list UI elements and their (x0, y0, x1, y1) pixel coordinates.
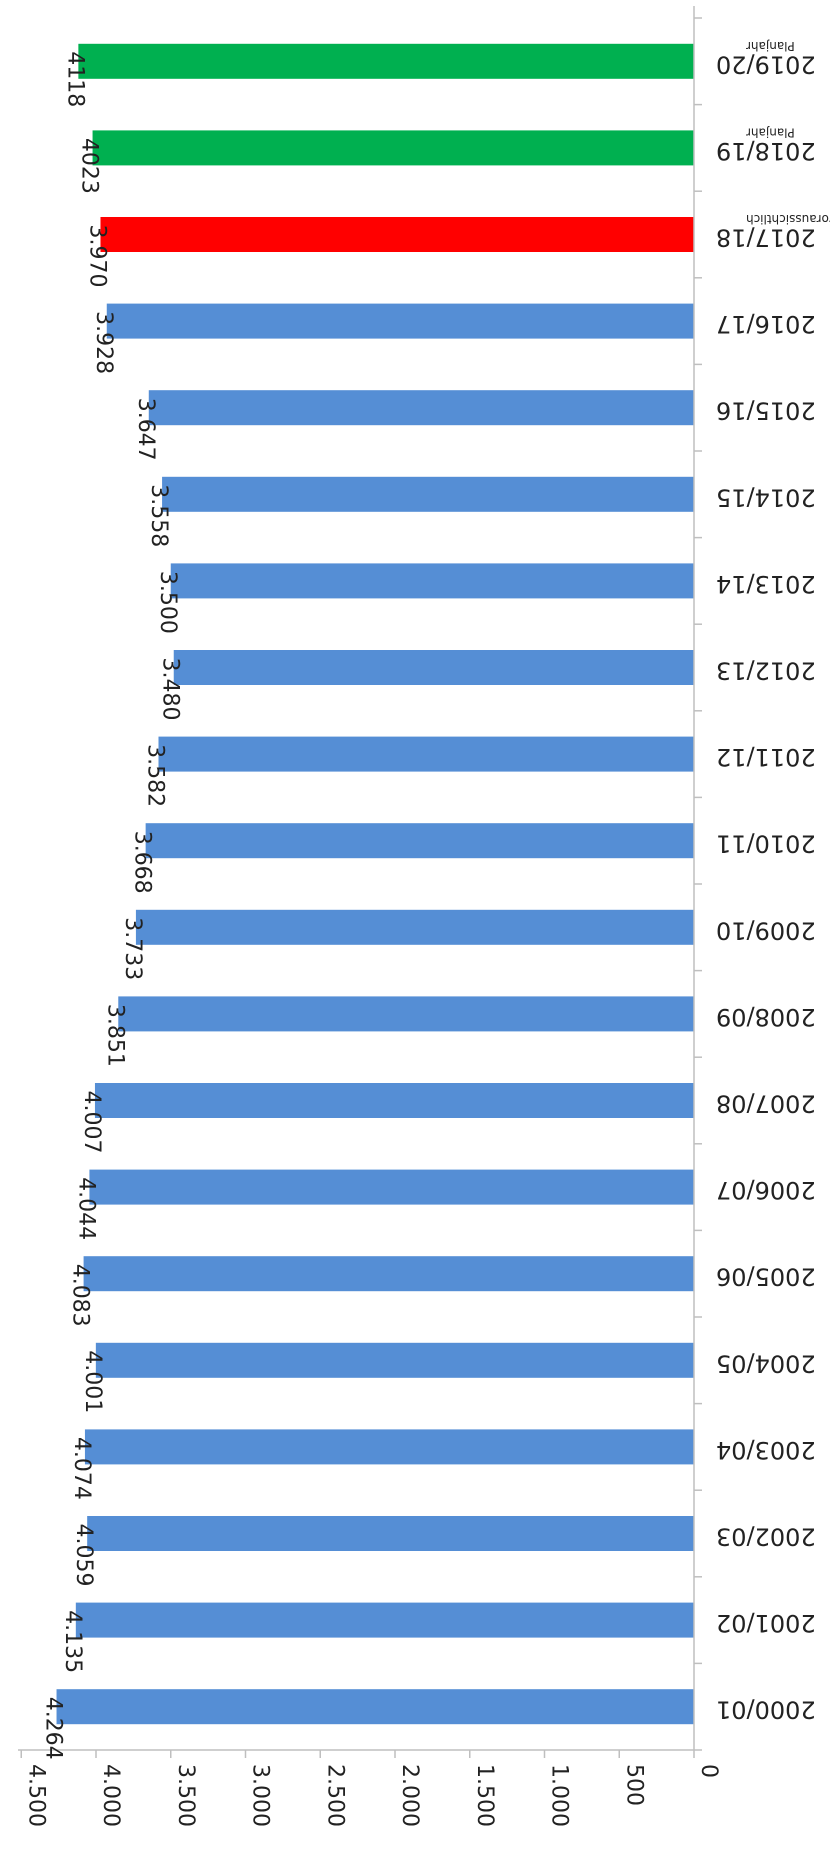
value-tick-label: 2.000 (397, 1764, 422, 1827)
data-label: 3.480 (158, 658, 183, 721)
bar-2004-05 (95, 1342, 694, 1378)
bars-group (56, 43, 695, 1725)
data-label: 4023 (77, 138, 102, 194)
tick-labels-group: 0 500 1.000 1.500 2.000 2.500 3.000 3.500 4.000 4… (23, 1764, 721, 1827)
data-label: 3.647 (133, 398, 158, 461)
value-tick-label: 3.500 (173, 1764, 198, 1827)
category-note: Planjahr (746, 125, 795, 139)
value-tick-label: 500 (621, 1764, 646, 1806)
value-tick-label: 3.000 (248, 1764, 273, 1827)
bar-2015-16 (148, 390, 694, 426)
category-label: 2004/05 (716, 1349, 816, 1377)
data-label: 4.074 (69, 1437, 94, 1500)
category-label: 2007/08 (716, 1090, 816, 1118)
bar-2002-03 (87, 1516, 694, 1551)
category-label: 2019/20 (716, 50, 816, 78)
bar-2017-18 (100, 217, 695, 252)
data-label: 3.733 (120, 917, 145, 980)
bar-2007-08 (94, 1083, 695, 1118)
category-label: 2006/07 (716, 1176, 816, 1204)
data-label: 3.500 (155, 571, 180, 634)
category-label: 2001/02 (716, 1609, 816, 1637)
category-label: 2009/10 (716, 916, 816, 944)
value-tick-label: 4.000 (98, 1764, 123, 1827)
data-label: 4.059 (71, 1524, 96, 1587)
bar-2009-10 (135, 909, 694, 945)
category-label: 2018/19 (716, 137, 816, 165)
bar-2003-04 (84, 1429, 694, 1465)
category-label: 2000/01 (716, 1696, 816, 1724)
bar-2014-15 (162, 476, 695, 512)
value-tick-label: 2.500 (322, 1764, 347, 1827)
data-label: 4.264 (41, 1697, 66, 1760)
category-note: voraussichtlich (746, 212, 830, 226)
bar-2000-01 (56, 1689, 695, 1725)
category-label: 2016/17 (716, 310, 816, 338)
category-label: 2013/14 (716, 570, 816, 598)
data-label: 4.044 (73, 1177, 98, 1240)
value-tick-label: 1.000 (547, 1764, 572, 1827)
category-label: 2012/13 (716, 657, 816, 685)
category-label: 2005/06 (716, 1263, 816, 1291)
category-label: 2010/11 (716, 830, 816, 858)
category-label: 2003/04 (716, 1436, 816, 1464)
bar-2006-07 (89, 1169, 694, 1205)
data-label: 3.970 (84, 225, 109, 288)
bar-2005-06 (83, 1256, 695, 1292)
bar-2016-17 (106, 303, 695, 339)
data-label: 4.083 (68, 1264, 93, 1327)
data-label: 4.001 (80, 1350, 105, 1413)
bar-2011-12 (158, 736, 695, 772)
category-label: 2002/03 (716, 1523, 816, 1551)
category-labels-group: 2000/01 2001/02 2002/03 2003/04 2004/05 2005/… (716, 39, 830, 1724)
data-label: 3.582 (142, 744, 167, 807)
axis-group (18, 6, 702, 1758)
data-label: 4.007 (79, 1091, 104, 1154)
bar-2019-20 (78, 43, 694, 79)
category-label: 2017/18 (716, 224, 816, 252)
value-tick-label: 1.500 (472, 1764, 497, 1827)
bar-2008-09 (118, 996, 694, 1032)
category-label: 2008/09 (716, 1003, 816, 1031)
bar-2013-14 (170, 563, 694, 599)
bar-2001-02 (75, 1602, 694, 1638)
category-label: 2011/12 (716, 743, 816, 771)
category-label: 2015/16 (716, 397, 816, 425)
data-label: 3.851 (102, 1004, 127, 1067)
value-tick-label: 0 (696, 1764, 721, 1778)
data-label: 3.668 (130, 831, 155, 894)
bar-2018-19 (92, 130, 694, 166)
value-tick-label: 4.500 (23, 1764, 48, 1827)
data-label: 4.135 (60, 1610, 85, 1673)
bar-2012-13 (173, 650, 695, 685)
category-note: Planjahr (746, 39, 795, 53)
data-label: 4118 (62, 51, 87, 107)
category-label: 2014/15 (716, 483, 816, 511)
data-labels-group: 4.264 4.135 4.059 4.074 4.001 4.083 4.044 4.007… (41, 51, 183, 1759)
data-label: 3.558 (146, 484, 171, 547)
bar-2010-11 (145, 823, 694, 859)
data-label: 3.928 (91, 311, 116, 374)
